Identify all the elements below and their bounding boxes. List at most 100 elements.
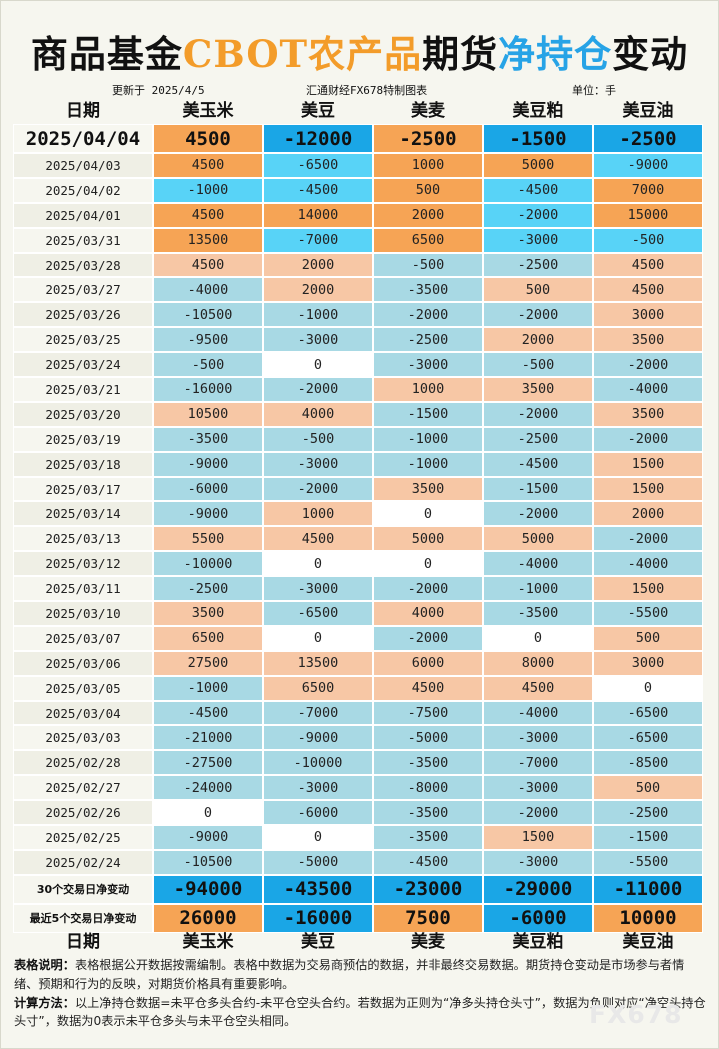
cell-soymeal: -2000	[483, 302, 593, 328]
header-soymeal: 美豆粕	[512, 101, 564, 121]
cell-soymeal: -1500	[483, 476, 593, 502]
cell-soybean: -6500	[263, 601, 373, 626]
row-date: 2025/03/26	[13, 302, 153, 328]
cell-soymeal: 2000	[483, 327, 593, 353]
table-row: 2025/02/24 -10500 -5000 -4500 -3000 -5500	[13, 849, 703, 875]
cell-corn: -4000	[153, 277, 263, 303]
cell-wheat: -1500	[373, 401, 483, 427]
title-part-4: 净持仓	[498, 32, 613, 76]
table-row: 2025/03/14 -9000 1000 0 -2000 2000	[13, 501, 703, 527]
cell-wheat: 7500	[373, 903, 483, 933]
row-date: 2025/03/31	[13, 227, 153, 253]
cell-soyoil: -9000	[593, 153, 703, 178]
cell-corn: -10500	[153, 302, 263, 328]
table-row: 2025/03/19 -3500 -500 -1000 -2500 -2000	[13, 426, 703, 452]
cell-wheat: -2000	[373, 302, 483, 328]
cell-soybean: 0	[263, 352, 373, 378]
title-part-3: 期货	[422, 32, 499, 76]
table-row: 2025/03/18 -9000 -3000 -1000 -4500 1500	[13, 451, 703, 477]
cell-corn: 4500	[153, 153, 263, 178]
footer-header-date: 日期	[66, 932, 100, 952]
header-corn: 美玉米	[182, 101, 234, 121]
summary-row: 30个交易日净变动 -94000 -43500 -23000 -29000 -11000	[13, 874, 703, 904]
table-row: 2025/03/04 -4500 -7000 -7500 -4000 -6500	[13, 700, 703, 726]
cell-soymeal: 1500	[483, 825, 593, 850]
table-row: 2025/03/31 13500 -7000 6500 -3000 -500	[13, 227, 703, 253]
row-date: 2025/03/13	[13, 526, 153, 552]
note-description: 表格说明：表格根据公开数据按需编制。表格中数据为交易商预估的数据，并非最终交易数…	[14, 956, 706, 994]
title-part-5: 变动	[612, 32, 689, 76]
row-date: 最近5个交易日净变动	[13, 903, 153, 933]
cell-soymeal: -500	[483, 352, 593, 378]
row-date: 2025/03/04	[13, 700, 153, 726]
cell-soybean: -6000	[263, 800, 373, 826]
note-description-label: 表格说明：	[14, 958, 75, 972]
cell-soybean: -4500	[263, 177, 373, 203]
row-date: 2025/02/25	[13, 825, 153, 850]
table-row: 2025/03/20 10500 4000 -1500 -2000 3500	[13, 401, 703, 427]
cell-soymeal: 3500	[483, 377, 593, 402]
cell-soymeal: -2000	[483, 202, 593, 228]
cell-soyoil: 500	[593, 775, 703, 801]
cell-soybean: -43500	[263, 874, 373, 904]
table-row: 2025/03/10 3500 -6500 4000 -3500 -5500	[13, 601, 703, 626]
cell-wheat: 6500	[373, 227, 483, 253]
cell-soymeal: 4500	[483, 675, 593, 701]
table-row: 2025/03/11 -2500 -3000 -2000 -1000 1500	[13, 576, 703, 602]
cell-wheat: -3500	[373, 800, 483, 826]
table-notes: 表格说明：表格根据公开数据按需编制。表格中数据为交易商预估的数据，并非最终交易数…	[14, 956, 706, 1031]
updated-date: 更新于 2025/4/5	[112, 84, 205, 97]
cell-soyoil: 1500	[593, 476, 703, 502]
cell-soyoil: -2500	[593, 800, 703, 826]
cell-wheat: -3500	[373, 825, 483, 850]
cell-soymeal: -2000	[483, 800, 593, 826]
table-row: 2025/04/03 4500 -6500 1000 5000 -9000	[13, 153, 703, 178]
row-date: 2025/03/06	[13, 650, 153, 676]
cell-wheat: -2500	[373, 124, 483, 153]
cell-wheat: -5000	[373, 725, 483, 751]
cell-soymeal: -4500	[483, 451, 593, 477]
cell-soybean: -10000	[263, 750, 373, 776]
cell-soyoil: 3500	[593, 401, 703, 427]
cell-soymeal: 0	[483, 625, 593, 651]
cell-wheat: 0	[373, 501, 483, 527]
cell-wheat: 4000	[373, 601, 483, 626]
table-row: 2025/03/07 6500 0 -2000 0 500	[13, 625, 703, 651]
table-row: 2025/02/28 -27500 -10000 -3500 -7000 -8500	[13, 750, 703, 776]
table-row: 2025/02/26 0 -6000 -3500 -2000 -2500	[13, 800, 703, 826]
row-date: 2025/02/27	[13, 775, 153, 801]
cell-corn: -3500	[153, 426, 263, 452]
table-row: 2025/03/05 -1000 6500 4500 4500 0	[13, 675, 703, 701]
cell-soybean: -12000	[263, 124, 373, 153]
cell-wheat: 4500	[373, 675, 483, 701]
cell-soybean: -500	[263, 426, 373, 452]
cell-corn: 5500	[153, 526, 263, 552]
cell-soybean: -7000	[263, 700, 373, 726]
cell-wheat: -4500	[373, 849, 483, 875]
cell-soymeal: -4000	[483, 700, 593, 726]
cell-soyoil: -5500	[593, 849, 703, 875]
note-calculation-label: 计算方法：	[14, 995, 75, 1010]
cell-soybean: -9000	[263, 725, 373, 751]
cell-wheat: -8000	[373, 775, 483, 801]
row-date: 2025/03/07	[13, 625, 153, 651]
row-date: 2025/03/28	[13, 252, 153, 278]
note-calculation-text: 以上净持仓数据=未平仓多头合约-未平仓空头合约。若数据为正则为“净多头持仓头寸”…	[14, 995, 706, 1029]
cell-wheat: -3500	[373, 750, 483, 776]
cell-soybean: -6500	[263, 153, 373, 178]
cell-soyoil: -8500	[593, 750, 703, 776]
cell-corn: -9000	[153, 825, 263, 850]
cell-corn: -94000	[153, 874, 263, 904]
positions-table: 2025/04/04 4500 -12000 -2500 -1500 -2500 2025/…	[13, 124, 703, 933]
cell-soybean: -3000	[263, 327, 373, 353]
note-calculation: 计算方法：以上净持仓数据=未平仓多头合约-未平仓空头合约。若数据为正则为“净多头…	[14, 994, 706, 1032]
cell-corn: -9500	[153, 327, 263, 353]
row-date: 2025/02/24	[13, 849, 153, 875]
cell-soymeal: -2000	[483, 401, 593, 427]
table-row: 2025/03/13 5500 4500 5000 5000 -2000	[13, 526, 703, 552]
table-row: 2025/04/01 4500 14000 2000 -2000 15000	[13, 202, 703, 228]
table-row: 2025/02/25 -9000 0 -3500 1500 -1500	[13, 825, 703, 850]
watermark: FX678	[589, 1000, 683, 1029]
row-date: 2025/03/05	[13, 675, 153, 701]
cell-soymeal: -3000	[483, 725, 593, 751]
